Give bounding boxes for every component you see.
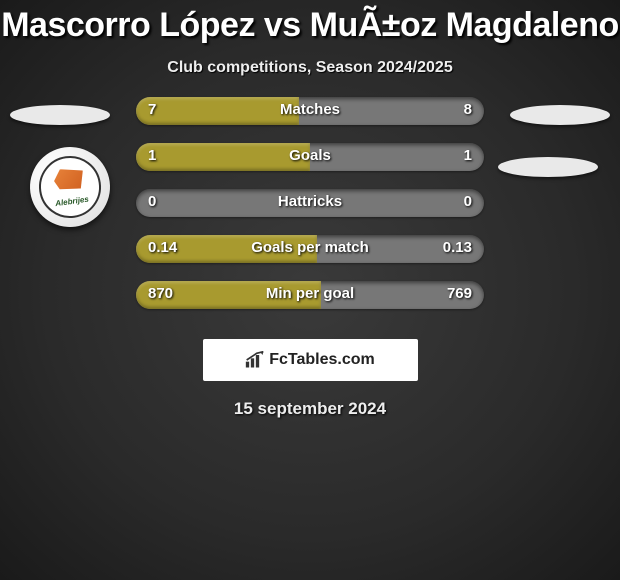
stat-value-right: 8	[464, 101, 472, 118]
stat-label: Goals	[136, 147, 484, 164]
stat-label: Min per goal	[136, 285, 484, 302]
comparison-chart: Alebrijes 7Matches81Goals10Hattricks00.1…	[0, 105, 620, 325]
source-logo: FcTables.com	[203, 339, 418, 381]
page-subtitle: Club competitions, Season 2024/2025	[0, 59, 620, 77]
page-title: Mascorro López vs MuÃ±oz Magdaleno	[0, 0, 620, 45]
stat-value-right: 769	[447, 285, 472, 302]
stat-label: Hattricks	[136, 193, 484, 210]
team-badge-text: Alebrijes	[55, 195, 90, 209]
chart-icon	[245, 351, 265, 369]
stat-row: 0Hattricks0	[136, 189, 484, 217]
team-badge: Alebrijes	[25, 142, 115, 232]
stat-row: 1Goals1	[136, 143, 484, 171]
stat-label: Goals per match	[136, 239, 484, 256]
player2-ellipse-1	[510, 105, 610, 125]
team-badge-icon	[53, 166, 86, 192]
player1-ellipse	[10, 105, 110, 125]
stat-bars: 7Matches8 1Goals1 0Hattricks0 0.14Goals per…	[136, 97, 484, 327]
stat-value-right: 0.13	[443, 239, 472, 256]
date-label: 15 september 2024	[0, 399, 620, 419]
stat-row: 870Min per goal769	[136, 281, 484, 309]
source-logo-text: FcTables.com	[269, 351, 375, 369]
stat-value-right: 1	[464, 147, 472, 164]
stat-value-right: 0	[464, 193, 472, 210]
stat-row: 0.14Goals per match0.13	[136, 235, 484, 263]
stat-label: Matches	[136, 101, 484, 118]
stat-row: 7Matches8	[136, 97, 484, 125]
player2-ellipse-2	[498, 157, 598, 177]
